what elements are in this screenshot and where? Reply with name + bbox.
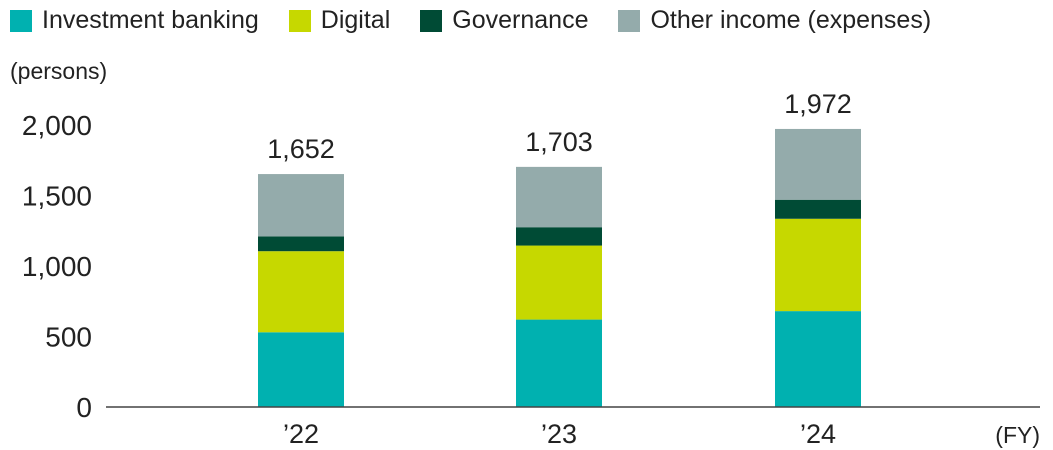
chart-legend: Investment banking Digital Governance Ot… xyxy=(10,6,961,35)
legend-item-other-income: Other income (expenses) xyxy=(618,6,931,35)
bar-segment-investment-banking-1 xyxy=(258,332,344,407)
legend-swatch-other-income xyxy=(618,9,641,32)
y-tick-label-2000: 2,000 xyxy=(22,110,92,141)
bar-segment-investment-banking-3 xyxy=(775,311,861,407)
y-tick-label-1500: 1,500 xyxy=(22,181,92,212)
legend-swatch-governance xyxy=(420,9,443,32)
bar-segment-governance-2 xyxy=(516,227,602,246)
y-tick-label-500: 500 xyxy=(45,322,92,353)
bar-segment-other-income-expenses-2 xyxy=(516,166,602,228)
bar-segment-governance-1 xyxy=(258,236,344,252)
legend-label-other-income: Other income (expenses) xyxy=(650,6,932,34)
bar-segment-digital-3 xyxy=(775,218,861,312)
bar-total-label: 1,972 xyxy=(784,89,852,119)
legend-swatch-investment-banking xyxy=(10,9,32,32)
bar-total-label: 1,652 xyxy=(267,134,335,164)
legend-label-governance: Governance xyxy=(452,6,589,34)
bar-total-label: 1,703 xyxy=(525,127,593,157)
y-axis-unit-label: (persons) xyxy=(10,58,108,84)
bar-segment-other-income-expenses-3 xyxy=(775,128,861,200)
legend-item-governance: Governance xyxy=(420,6,588,35)
x-tick-label: ’23 xyxy=(541,419,577,449)
bar-segment-governance-3 xyxy=(775,199,861,219)
legend-label-investment-banking: Investment banking xyxy=(42,6,259,34)
legend-item-investment-banking: Investment banking xyxy=(10,6,259,35)
legend-swatch-digital xyxy=(288,9,311,32)
legend-item-digital: Digital xyxy=(288,6,391,35)
x-tick-label: ’24 xyxy=(800,419,836,449)
x-axis-unit-label: (FY) xyxy=(995,422,1040,448)
bar-segment-other-income-expenses-1 xyxy=(258,174,344,237)
x-tick-label: ’22 xyxy=(283,419,319,449)
bar-segment-investment-banking-2 xyxy=(516,319,602,407)
y-tick-label-0: 0 xyxy=(76,392,92,423)
y-tick-label-1000: 1,000 xyxy=(22,251,92,282)
bar-segment-digital-2 xyxy=(516,245,602,320)
bar-segment-digital-1 xyxy=(258,251,344,333)
legend-label-digital: Digital xyxy=(320,6,391,34)
